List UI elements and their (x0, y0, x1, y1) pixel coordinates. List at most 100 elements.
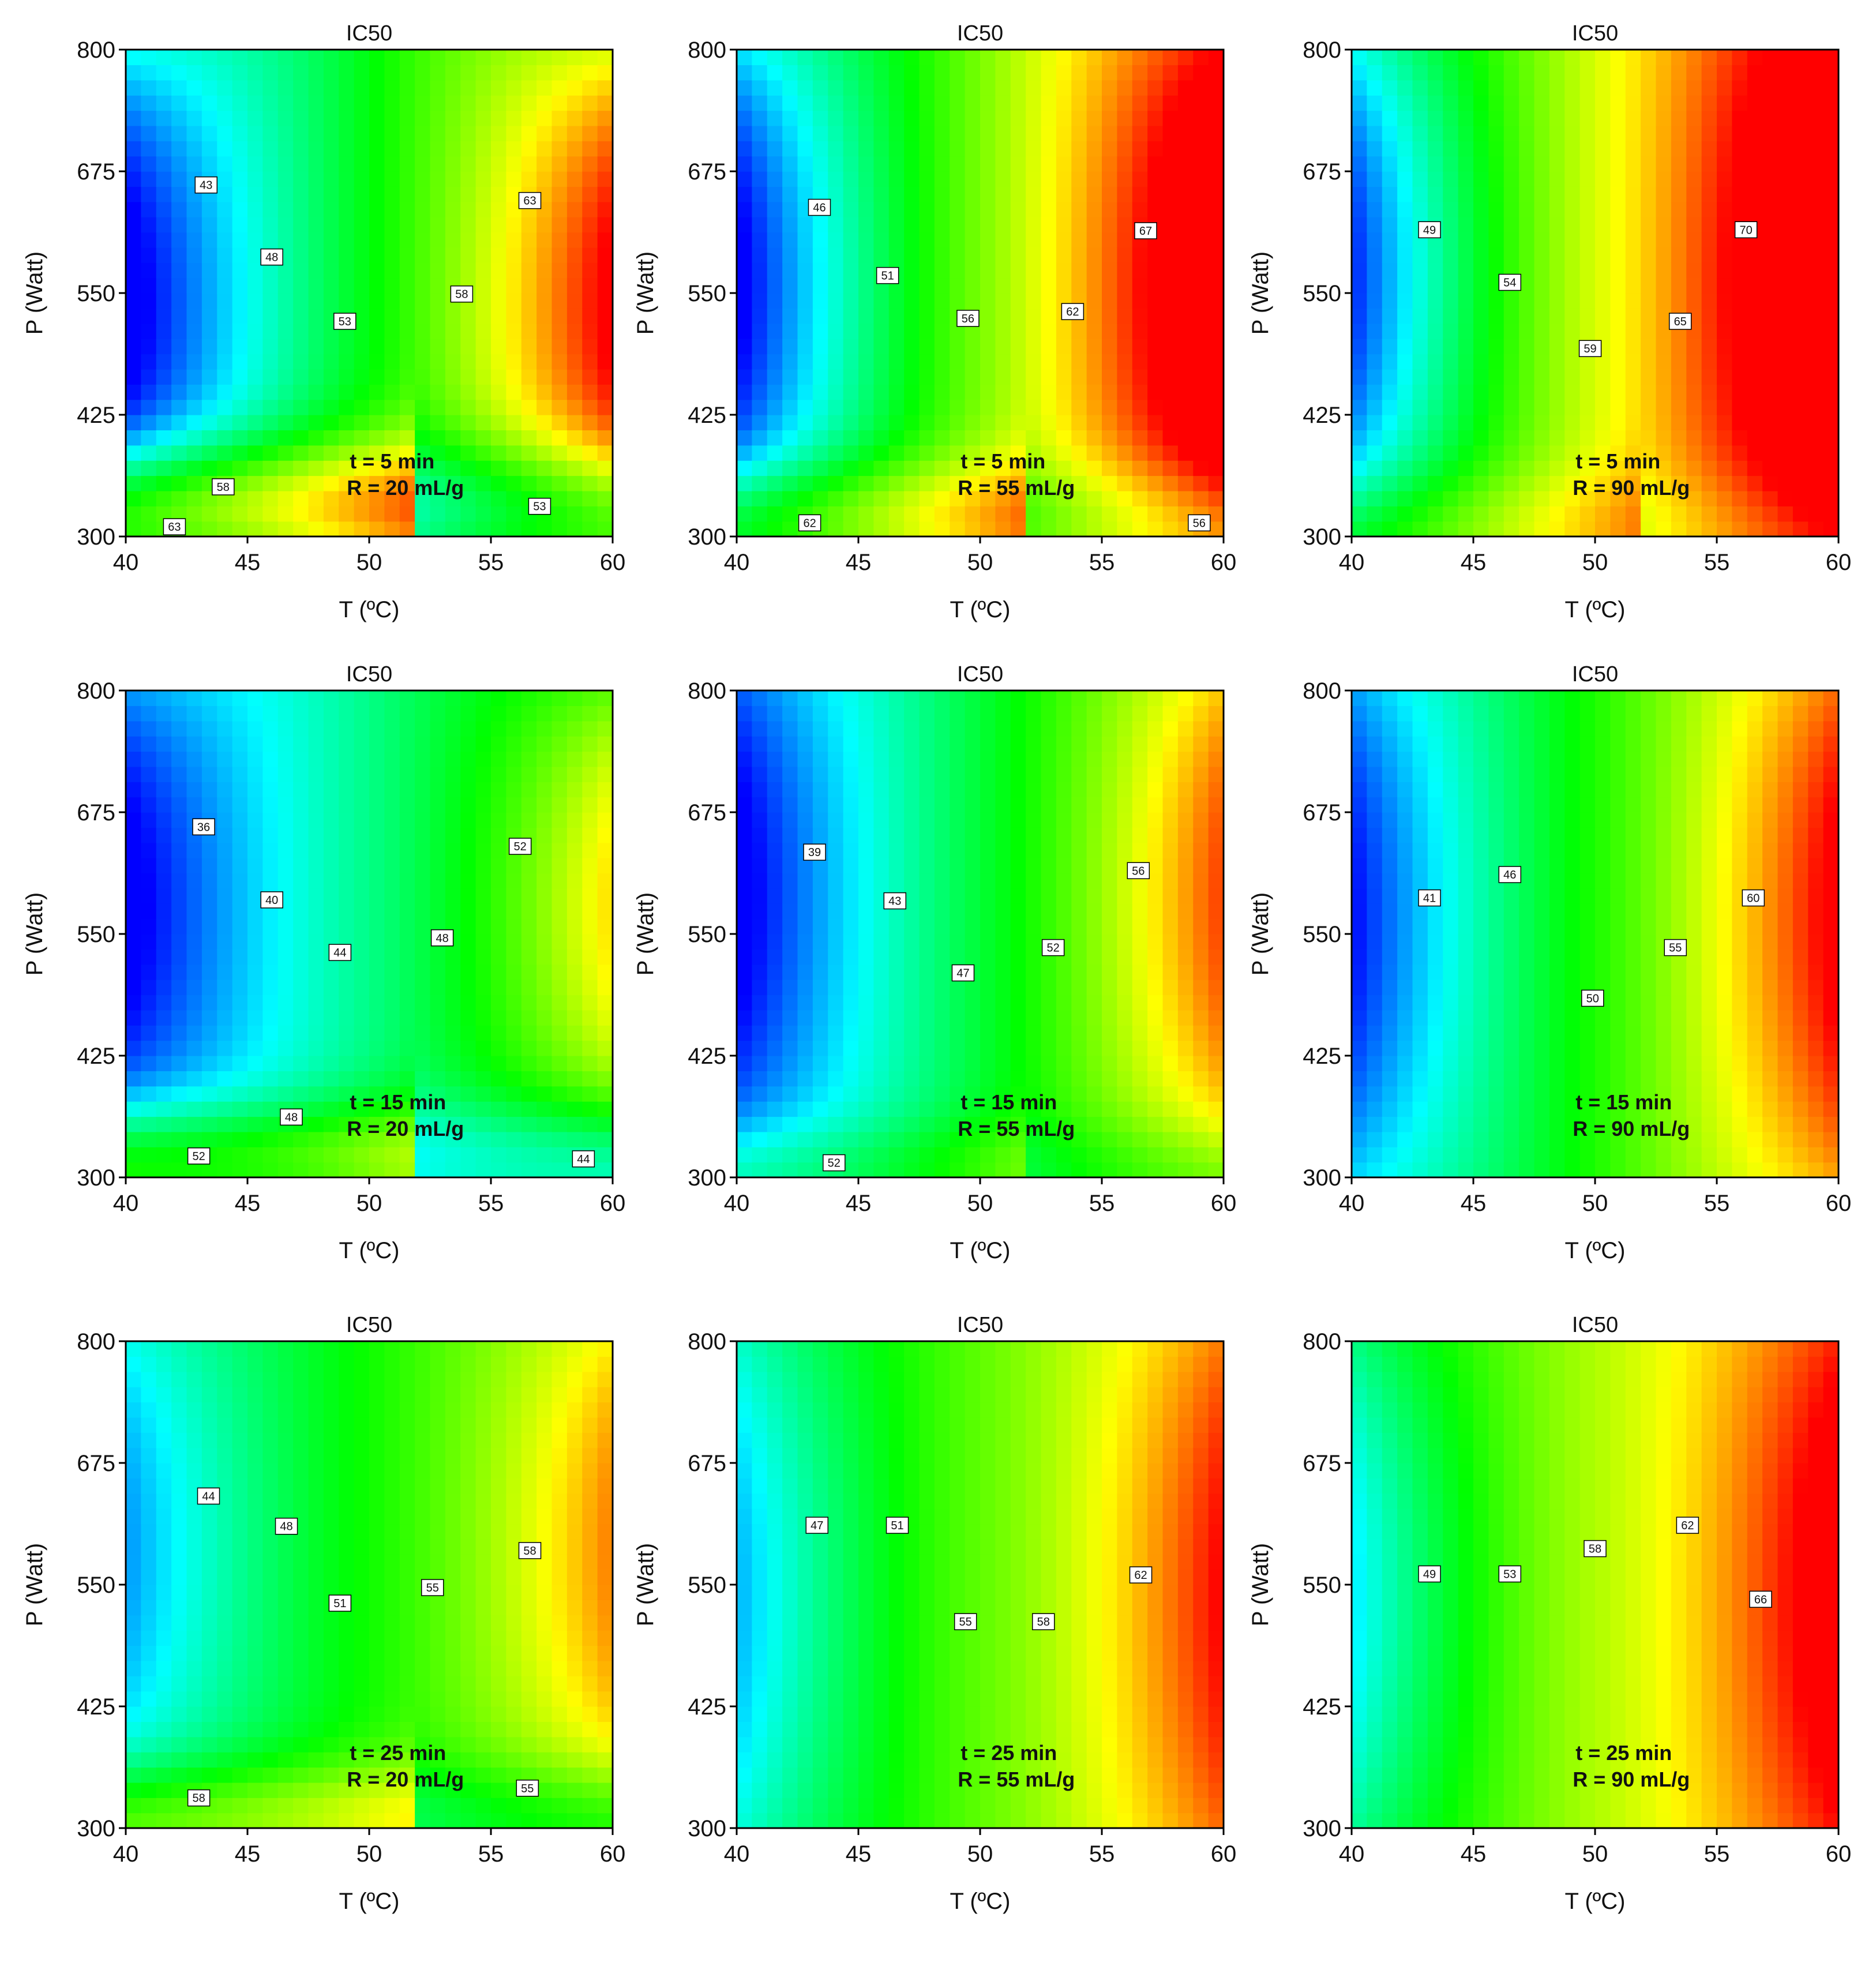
heatmap-cell (737, 949, 752, 965)
heatmap-cell (1026, 797, 1042, 813)
heatmap-cell (126, 50, 141, 65)
heatmap-cell (752, 125, 768, 141)
heatmap-cell (354, 1071, 370, 1087)
heatmap-cell (828, 415, 844, 430)
heatmap-cell (201, 415, 217, 430)
heatmap-cell (1056, 918, 1072, 935)
heatmap-cell (828, 888, 844, 904)
heatmap-cell (950, 506, 966, 522)
heatmap-cell (521, 706, 537, 722)
heatmap-cell (934, 369, 950, 385)
heatmap-cell (1117, 475, 1133, 491)
x-tick-label: 60 (1826, 550, 1852, 575)
heatmap-cell (1717, 201, 1732, 217)
heatmap-cell (521, 369, 537, 385)
heatmap-cell (460, 812, 476, 828)
heatmap-cell (888, 964, 905, 980)
heatmap-cell (1595, 415, 1611, 430)
heatmap-cell (582, 308, 598, 324)
heatmap-cell (1412, 293, 1428, 309)
heatmap-cell (597, 354, 613, 370)
heatmap-cell (597, 873, 613, 889)
heatmap-cell (873, 751, 890, 767)
heatmap-cell (1792, 430, 1809, 446)
condition-ratio: R = 55 mL/g (958, 476, 1075, 500)
heatmap-cell (1458, 186, 1474, 202)
heatmap-cell (1208, 475, 1224, 491)
heatmap-cell (247, 751, 263, 767)
y-axis-label: P (Watt) (22, 252, 47, 335)
heatmap-cell (354, 110, 370, 126)
heatmap-cell (293, 490, 309, 506)
heatmap-cell (460, 918, 476, 935)
heatmap-cell (1367, 110, 1383, 126)
heatmap-cell (597, 445, 613, 461)
heatmap-cell (1162, 50, 1179, 65)
heatmap-cell (767, 797, 783, 813)
heatmap-cell (1564, 65, 1581, 81)
heatmap-cell (247, 766, 263, 782)
heatmap-cell (323, 445, 339, 461)
heatmap-cell (782, 1086, 798, 1102)
heatmap-cell (1701, 262, 1717, 279)
heatmap-cell (995, 262, 1011, 279)
heatmap-cell (171, 354, 187, 370)
heatmap-cell (186, 691, 202, 706)
heatmap-cell (995, 995, 1011, 1011)
heatmap-cell (369, 369, 385, 385)
heatmap-cell (737, 445, 752, 461)
heatmap-cell (767, 1116, 783, 1132)
heatmap-cell (597, 980, 613, 996)
heatmap-cell (858, 369, 874, 385)
heatmap-cell (262, 858, 279, 874)
heatmap-cell (737, 308, 752, 324)
heatmap-cell (1823, 171, 1839, 187)
heatmap-cell (536, 903, 553, 920)
heatmap-cell (797, 369, 813, 385)
heatmap-cell (1823, 95, 1839, 111)
heatmap-cell (171, 797, 187, 813)
heatmap-cell (582, 445, 598, 461)
heatmap-cell (797, 736, 813, 752)
heatmap-cell (597, 323, 613, 339)
heatmap-cell (1352, 232, 1367, 248)
heatmap-cell (277, 50, 294, 65)
heatmap-cell (1056, 1010, 1072, 1026)
heatmap-cell (1808, 415, 1824, 430)
heatmap-cell (217, 430, 233, 446)
heatmap-cell (812, 323, 828, 339)
heatmap-cell (873, 50, 890, 65)
heatmap-cell (919, 95, 935, 111)
heatmap-cell (767, 1147, 783, 1163)
y-tick-label: 675 (688, 159, 726, 185)
heatmap-cell (1427, 308, 1443, 324)
heatmap-cell (1208, 80, 1224, 96)
heatmap-cell (737, 354, 752, 370)
heatmap-cell (1162, 217, 1179, 233)
heatmap-cell (1595, 186, 1611, 202)
heatmap-cell (1777, 50, 1794, 65)
heatmap-cell (995, 812, 1011, 828)
heatmap-cell (843, 171, 859, 187)
heatmap-cell (1443, 125, 1459, 141)
heatmap-cell (1041, 1147, 1057, 1163)
heatmap-cell (1595, 445, 1611, 461)
heatmap-cell (904, 308, 920, 324)
heatmap-cell (1132, 80, 1148, 96)
heatmap-cell (1208, 354, 1224, 370)
heatmap-cell (1026, 1101, 1042, 1117)
heatmap-cell (950, 1116, 966, 1132)
heatmap-cell (1147, 521, 1164, 537)
heatmap-cell (1717, 95, 1732, 111)
heatmap-cell (950, 293, 966, 309)
heatmap-cell (782, 110, 798, 126)
heatmap-cell (262, 1101, 279, 1117)
heatmap-cell (1549, 247, 1565, 263)
heatmap-cell (934, 156, 950, 172)
heatmap-cell (521, 354, 537, 370)
heatmap-cell (934, 721, 950, 737)
heatmap-cell (126, 751, 141, 767)
heatmap-cell (430, 782, 446, 798)
heatmap-cell (767, 812, 783, 828)
contour-label: 46 (808, 198, 831, 216)
